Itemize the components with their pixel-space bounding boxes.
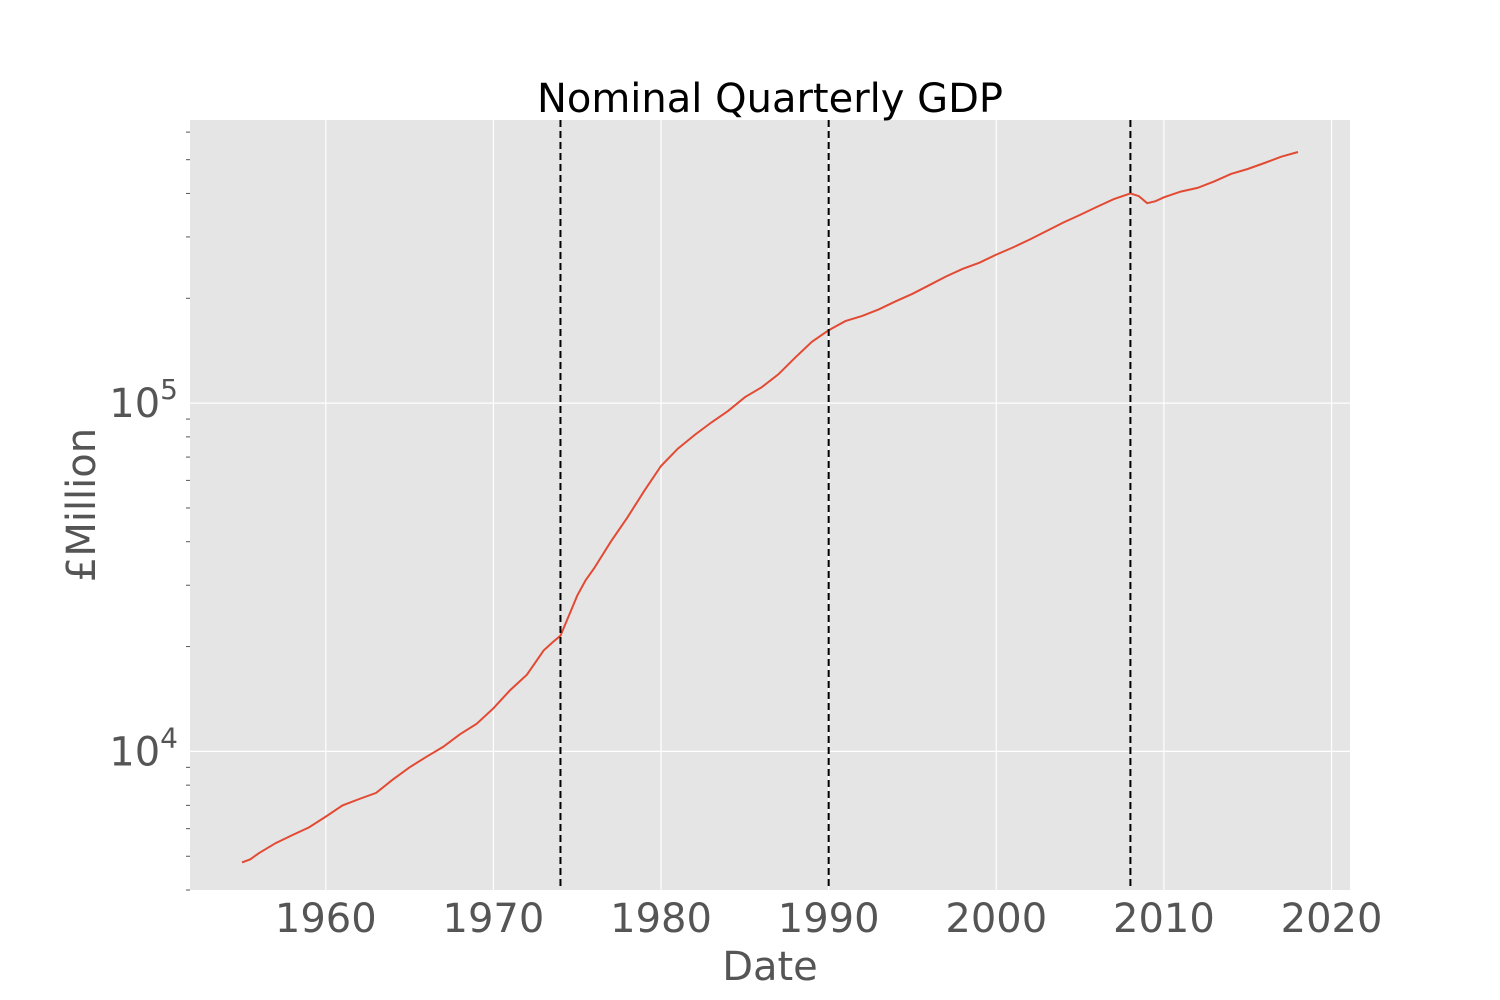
series-line-0 — [241, 151, 1299, 864]
y-gridlines — [190, 402, 1350, 753]
vertical-lines — [559, 120, 1132, 890]
chart-title: Nominal Quarterly GDP — [537, 76, 1003, 122]
x-tick-label-2000: 2000 — [945, 896, 1047, 942]
y-axis-label: £Million — [59, 428, 105, 582]
x-gridlines — [325, 120, 1333, 890]
y-tick-labels: 104 105 — [109, 373, 178, 775]
x-tick-label-2020: 2020 — [1281, 896, 1383, 942]
x-axis-label: Date — [722, 944, 818, 990]
y-minor-ticks — [186, 131, 190, 891]
x-tick-labels: 1960 1970 1980 1990 2000 2010 2020 — [275, 896, 1383, 942]
x-tick-label-1960: 1960 — [275, 896, 377, 942]
y-tick-label-10000: 104 — [109, 721, 178, 775]
x-tick-label-2010: 2010 — [1113, 896, 1215, 942]
series-layer — [241, 151, 1299, 864]
plot-background — [190, 120, 1350, 890]
x-tick-label-1990: 1990 — [778, 896, 880, 942]
x-tick-label-1980: 1980 — [610, 896, 712, 942]
y-tick-label-100000: 105 — [109, 373, 178, 427]
x-tick-label-1970: 1970 — [443, 896, 545, 942]
